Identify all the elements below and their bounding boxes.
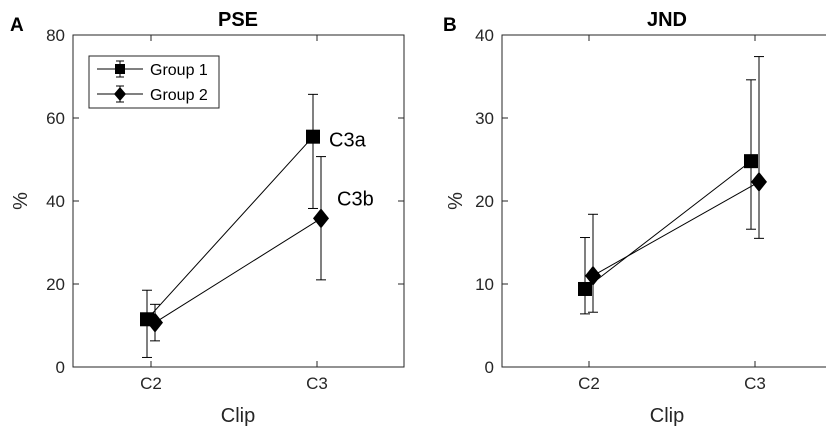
data-point-square <box>306 129 320 144</box>
chart-jnd: B JND Clip % 0 10 20 30 40 C2 C3 <box>443 9 826 427</box>
annotation-c3b: C3b <box>337 188 374 210</box>
x-axis-label-jnd: Clip <box>650 405 684 427</box>
series-line <box>584 160 752 290</box>
legend: Group 1 Group 2 <box>88 55 220 109</box>
y-tick-label: 10 <box>475 275 494 294</box>
data-point-diamond <box>147 312 163 333</box>
series-line <box>592 181 760 277</box>
chart-pse: A PSE Clip % 0 20 40 60 80 C2 C3 C3a C3b Group … <box>10 9 405 427</box>
legend-square-marker <box>115 64 125 74</box>
y-axis-label-pse: % <box>10 192 32 210</box>
series-group-1 <box>140 93 320 358</box>
series-group-2 <box>147 156 329 342</box>
y-tick-label: 0 <box>485 358 494 377</box>
y-tick-label: 0 <box>56 358 65 377</box>
x-tick-label: C2 <box>140 374 162 393</box>
legend-label-group-1: Group 1 <box>150 62 208 79</box>
data-point-diamond <box>585 265 601 286</box>
data-point-square <box>744 154 758 169</box>
series-marks-pse: C3a C3b <box>140 93 374 358</box>
y-tick-label: 60 <box>46 109 65 128</box>
legend-item-group-1: Group 1 <box>97 60 208 79</box>
axis-ticks-pse: 0 20 40 60 80 C2 C3 <box>46 26 404 393</box>
data-point-diamond <box>313 208 329 229</box>
x-tick-label: C3 <box>744 374 766 393</box>
series-group-1 <box>578 79 758 315</box>
y-axis-label-jnd: % <box>445 192 467 210</box>
plot-area-jnd <box>501 34 826 368</box>
legend-diamond-marker <box>114 87 126 101</box>
y-tick-label: 20 <box>46 275 65 294</box>
data-point-square <box>578 281 592 296</box>
axis-ticks-jnd: 0 10 20 30 40 C2 C3 <box>475 26 766 393</box>
x-axis-label-pse: Clip <box>221 405 255 427</box>
y-tick-label: 40 <box>475 26 494 45</box>
data-point-diamond <box>751 171 767 192</box>
series-marks-jnd <box>578 56 767 315</box>
legend-label-group-2: Group 2 <box>150 87 208 104</box>
x-tick-label: C3 <box>306 374 328 393</box>
annotation-c3a: C3a <box>329 130 367 152</box>
chart-title-jnd: JND <box>647 9 687 31</box>
panel-label-a: A <box>10 15 24 36</box>
chart-title-pse: PSE <box>218 9 258 31</box>
legend-box <box>88 55 220 109</box>
series-line <box>146 136 314 320</box>
legend-item-group-2: Group 2 <box>97 85 208 104</box>
y-tick-label: 80 <box>46 26 65 45</box>
y-tick-label: 40 <box>46 192 65 211</box>
y-tick-label: 20 <box>475 192 494 211</box>
y-tick-label: 30 <box>475 109 494 128</box>
series-line <box>154 218 322 324</box>
series-group-2 <box>585 56 767 313</box>
panel-label-b: B <box>443 15 457 36</box>
x-tick-label: C2 <box>578 374 600 393</box>
